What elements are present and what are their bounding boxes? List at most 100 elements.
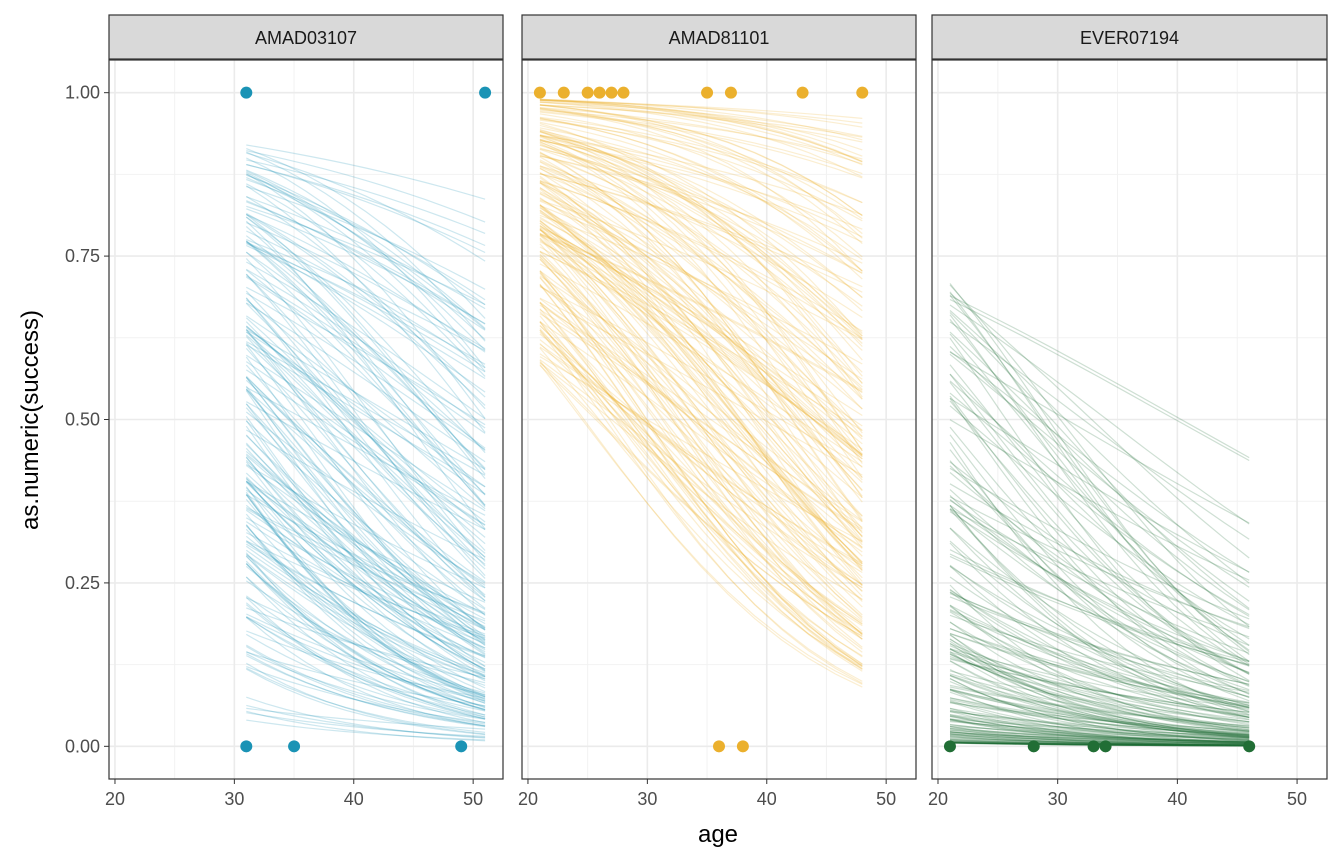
posterior-line <box>245 325 486 531</box>
posterior-line <box>245 420 486 611</box>
posterior-line <box>539 193 863 456</box>
posterior-line <box>245 216 486 454</box>
posterior-line <box>539 364 863 685</box>
posterior-line <box>539 204 863 546</box>
posterior-line <box>949 542 1250 719</box>
x-tick-label: 30 <box>224 789 244 809</box>
y-tick-label: 0.75 <box>65 246 100 266</box>
posterior-line <box>539 286 863 468</box>
posterior-line <box>949 591 1250 718</box>
posterior-line <box>539 131 863 339</box>
posterior-line <box>246 506 486 614</box>
posterior-line <box>949 312 1250 609</box>
x-tick-label: 20 <box>928 789 948 809</box>
posterior-lines <box>539 98 863 688</box>
posterior-line <box>246 613 486 696</box>
data-point <box>1243 740 1256 753</box>
posterior-line <box>246 667 486 733</box>
posterior-line <box>246 169 486 329</box>
posterior-line <box>246 213 486 353</box>
posterior-line <box>949 689 1250 735</box>
posterior-line <box>539 99 863 163</box>
posterior-line <box>949 715 1250 744</box>
posterior-line <box>539 228 863 460</box>
posterior-line <box>949 483 1250 630</box>
posterior-line <box>245 459 486 646</box>
posterior-line <box>539 110 863 175</box>
posterior-line <box>539 238 863 640</box>
posterior-line <box>246 163 486 254</box>
posterior-line <box>949 564 1250 706</box>
posterior-line <box>539 302 863 549</box>
posterior-line <box>539 99 863 124</box>
posterior-line <box>949 711 1250 744</box>
posterior-line <box>245 662 486 735</box>
y-tick-label: 1.00 <box>65 83 100 103</box>
posterior-line <box>245 562 486 716</box>
posterior-line <box>949 673 1250 729</box>
data-point <box>1027 740 1040 753</box>
posterior-line <box>245 481 486 664</box>
posterior-line <box>949 345 1250 611</box>
posterior-line <box>949 741 1250 746</box>
x-tick-label: 20 <box>518 789 538 809</box>
posterior-line <box>949 304 1250 525</box>
posterior-line <box>245 435 486 631</box>
posterior-line <box>539 101 863 137</box>
posterior-line <box>539 181 863 431</box>
posterior-line <box>949 419 1250 581</box>
posterior-line <box>949 660 1250 739</box>
posterior-line <box>949 632 1250 704</box>
posterior-line <box>949 633 1250 738</box>
posterior-line <box>949 588 1250 716</box>
posterior-line <box>539 138 863 334</box>
posterior-line <box>245 455 486 630</box>
posterior-line <box>949 461 1250 647</box>
posterior-line <box>246 148 486 319</box>
posterior-line <box>245 292 486 451</box>
posterior-line <box>539 239 863 499</box>
data-point <box>713 740 725 753</box>
facet-strip-label: AMAD81101 <box>669 28 770 48</box>
posterior-line <box>949 298 1250 462</box>
posterior-line <box>949 698 1250 737</box>
posterior-line <box>245 269 486 495</box>
posterior-line <box>539 297 863 476</box>
posterior-line <box>246 597 486 684</box>
posterior-line <box>246 463 486 589</box>
posterior-line <box>949 742 1250 747</box>
posterior-line <box>949 400 1250 675</box>
posterior-line <box>539 356 863 543</box>
posterior-line <box>949 504 1250 667</box>
data-point <box>796 86 809 99</box>
posterior-line <box>245 596 486 724</box>
panel-ever07194: EVER07194 20 30 40 50 <box>928 14 1328 809</box>
posterior-line <box>245 268 486 429</box>
posterior-line <box>245 494 486 615</box>
y-axis: 0.00 0.25 0.50 0.75 1.00 <box>65 83 109 756</box>
posterior-line <box>245 616 486 727</box>
posterior-line <box>539 325 863 625</box>
posterior-line <box>245 302 486 558</box>
posterior-line <box>245 540 486 680</box>
posterior-line <box>245 290 486 567</box>
posterior-line <box>246 243 486 365</box>
posterior-line <box>539 167 863 503</box>
posterior-line <box>246 719 486 741</box>
posterior-line <box>539 152 863 521</box>
posterior-line <box>246 401 486 531</box>
posterior-line <box>539 148 863 274</box>
posterior-line <box>245 379 486 583</box>
posterior-line <box>246 710 486 742</box>
posterior-line <box>539 225 863 456</box>
posterior-line <box>539 232 863 391</box>
posterior-line <box>246 707 486 730</box>
posterior-line <box>246 607 486 678</box>
posterior-line <box>949 596 1250 685</box>
posterior-line <box>539 272 863 650</box>
posterior-line <box>539 192 863 440</box>
posterior-line <box>539 199 863 341</box>
posterior-line <box>246 177 486 330</box>
posterior-line <box>949 333 1250 646</box>
posterior-line <box>246 200 486 331</box>
